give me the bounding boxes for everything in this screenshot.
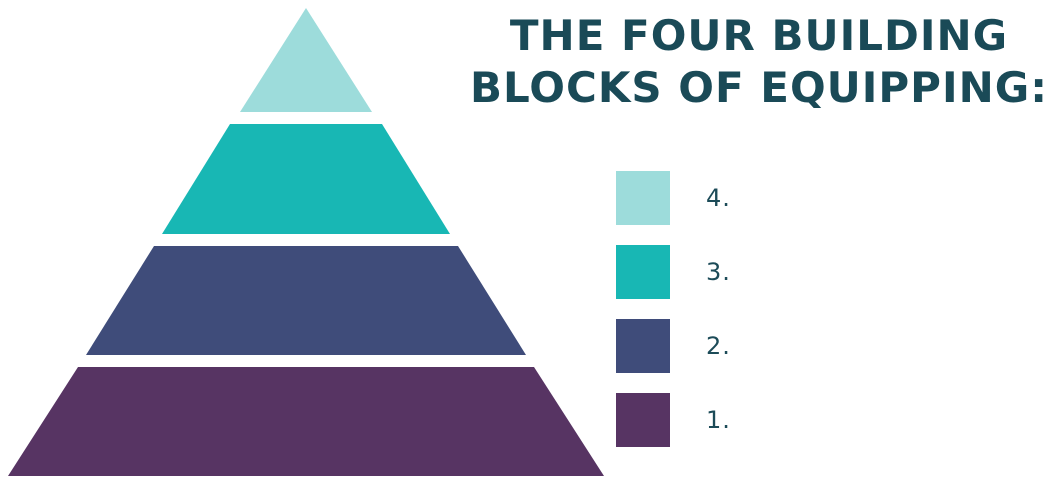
title-line-1: THE FOUR BUILDING [509, 11, 1009, 60]
pyramid-diagram [8, 8, 604, 476]
pyramid-level-1 [8, 367, 604, 476]
legend-label-1: 1. [706, 406, 731, 434]
title-line-2: BLOCKS OF EQUIPPING: [470, 63, 1048, 112]
legend-label-2: 2. [706, 332, 731, 360]
pyramid-level-3 [162, 124, 450, 234]
legend-swatch-2 [616, 319, 670, 373]
legend-swatch-3 [616, 245, 670, 299]
legend-item-2: 2. [616, 319, 816, 373]
legend-label-3: 3. [706, 258, 731, 286]
legend-swatch-4 [616, 171, 670, 225]
pyramid-level-4 [240, 8, 372, 112]
legend-item-3: 3. [616, 245, 816, 299]
legend-item-1: 1. [616, 393, 816, 447]
pyramid-level-2 [86, 246, 526, 355]
legend-item-4: 4. [616, 171, 816, 225]
legend-label-4: 4. [706, 184, 731, 212]
legend-swatch-1 [616, 393, 670, 447]
diagram-title: THE FOUR BUILDING BLOCKS OF EQUIPPING: [470, 10, 1048, 114]
